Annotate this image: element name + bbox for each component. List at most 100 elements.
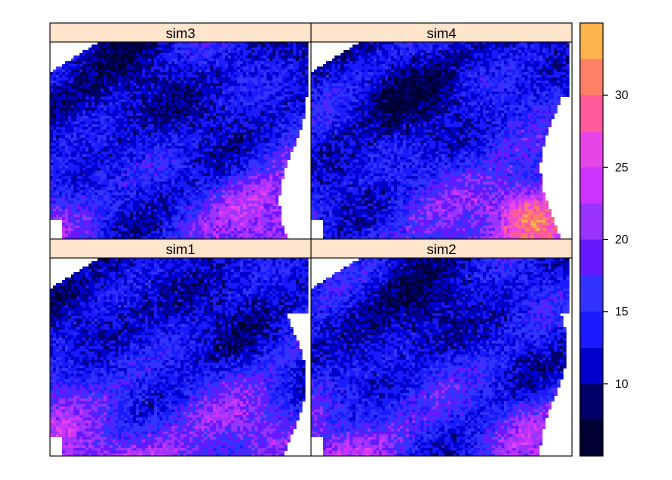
heatmap-cell	[115, 171, 118, 174]
heatmap-cell	[157, 124, 160, 127]
heatmap-cell	[275, 119, 278, 122]
heatmap-cell	[157, 157, 160, 160]
heatmap-cell	[94, 110, 97, 113]
heatmap-cell	[222, 99, 225, 102]
heatmap-cell	[163, 168, 166, 171]
heatmap-cell	[133, 72, 136, 75]
heatmap-cell	[264, 127, 267, 130]
heatmap-cell	[252, 56, 255, 59]
heatmap-cell	[121, 141, 124, 144]
heatmap-cell	[68, 89, 71, 92]
heatmap-cell	[118, 206, 121, 209]
heatmap-cell	[163, 157, 166, 160]
heatmap-cell	[213, 160, 216, 163]
heatmap-cell	[222, 110, 225, 113]
heatmap-cell	[186, 151, 189, 154]
heatmap-cell	[192, 162, 195, 165]
heatmap-cell	[240, 80, 243, 83]
heatmap-cell	[255, 143, 258, 146]
heatmap-cell	[240, 113, 243, 116]
heatmap-cell	[302, 50, 305, 53]
heatmap-cell	[127, 94, 130, 97]
heatmap-cell	[157, 45, 160, 48]
heatmap-cell	[89, 198, 92, 201]
heatmap-cell	[240, 116, 243, 119]
heatmap-cell	[267, 201, 270, 204]
heatmap-cell	[169, 80, 172, 83]
heatmap-cell	[80, 179, 83, 182]
heatmap-cell	[124, 143, 127, 146]
heatmap-cell	[127, 78, 130, 81]
heatmap-cell	[219, 97, 222, 100]
heatmap-cell	[106, 192, 109, 195]
heatmap-cell	[231, 105, 234, 108]
heatmap-cell	[136, 116, 139, 119]
heatmap-cell	[183, 206, 186, 209]
heatmap-cell	[210, 154, 213, 157]
heatmap-cell	[53, 121, 56, 124]
heatmap-cell	[207, 61, 210, 64]
heatmap-cell	[163, 67, 166, 70]
heatmap-cell	[109, 113, 112, 116]
heatmap-cell	[154, 67, 157, 70]
heatmap-cell	[166, 151, 169, 154]
heatmap-cell	[166, 154, 169, 157]
heatmap-cell	[169, 86, 172, 89]
heatmap-cell	[252, 72, 255, 75]
heatmap-cell	[252, 50, 255, 53]
heatmap-cell	[53, 206, 56, 209]
heatmap-cell	[240, 75, 243, 78]
heatmap-cell	[169, 116, 172, 119]
heatmap-cell	[192, 119, 195, 122]
heatmap-cell	[207, 72, 210, 75]
heatmap-cell	[169, 64, 172, 67]
heatmap-cell	[243, 75, 246, 78]
heatmap-cell	[299, 127, 302, 130]
heatmap-cell	[83, 130, 86, 133]
heatmap-cell	[71, 119, 74, 122]
heatmap-cell	[160, 182, 163, 185]
heatmap-cell	[106, 187, 109, 190]
heatmap-cell	[89, 53, 92, 56]
heatmap-cell	[157, 187, 160, 190]
heatmap-cell	[118, 83, 121, 86]
heatmap-cell	[269, 187, 272, 190]
heatmap-cell	[219, 179, 222, 182]
heatmap-cell	[86, 132, 89, 135]
heatmap-cell	[100, 154, 103, 157]
heatmap-cell	[186, 203, 189, 206]
heatmap-cell	[287, 69, 290, 72]
heatmap-cell	[275, 50, 278, 53]
heatmap-cell	[169, 127, 172, 130]
heatmap-cell	[106, 119, 109, 122]
heatmap-cell	[109, 69, 112, 72]
heatmap-cell	[246, 69, 249, 72]
heatmap-cell	[275, 80, 278, 83]
heatmap-cell	[204, 99, 207, 102]
heatmap-cell	[207, 64, 210, 67]
heatmap-cell	[237, 56, 240, 59]
heatmap-cell	[172, 78, 175, 81]
heatmap-cell	[290, 47, 293, 50]
heatmap-cell	[231, 64, 234, 67]
heatmap-cell	[94, 78, 97, 81]
heatmap-cell	[210, 127, 213, 130]
heatmap-cell	[258, 195, 261, 198]
heatmap-cell	[97, 171, 100, 174]
heatmap-cell	[252, 182, 255, 185]
heatmap-cell	[189, 102, 192, 105]
heatmap-cell	[151, 113, 154, 116]
heatmap-cell	[258, 192, 261, 195]
heatmap-cell	[59, 69, 62, 72]
heatmap-cell	[151, 72, 154, 75]
heatmap-cell	[231, 154, 234, 157]
heatmap-cell	[71, 154, 74, 157]
heatmap-cell	[198, 83, 201, 86]
heatmap-cell	[181, 83, 184, 86]
heatmap-cell	[59, 206, 62, 209]
heatmap-cell	[118, 160, 121, 163]
heatmap-cell	[89, 187, 92, 190]
heatmap-cell	[258, 53, 261, 56]
heatmap-cell	[278, 149, 281, 152]
heatmap-cell	[145, 141, 148, 144]
